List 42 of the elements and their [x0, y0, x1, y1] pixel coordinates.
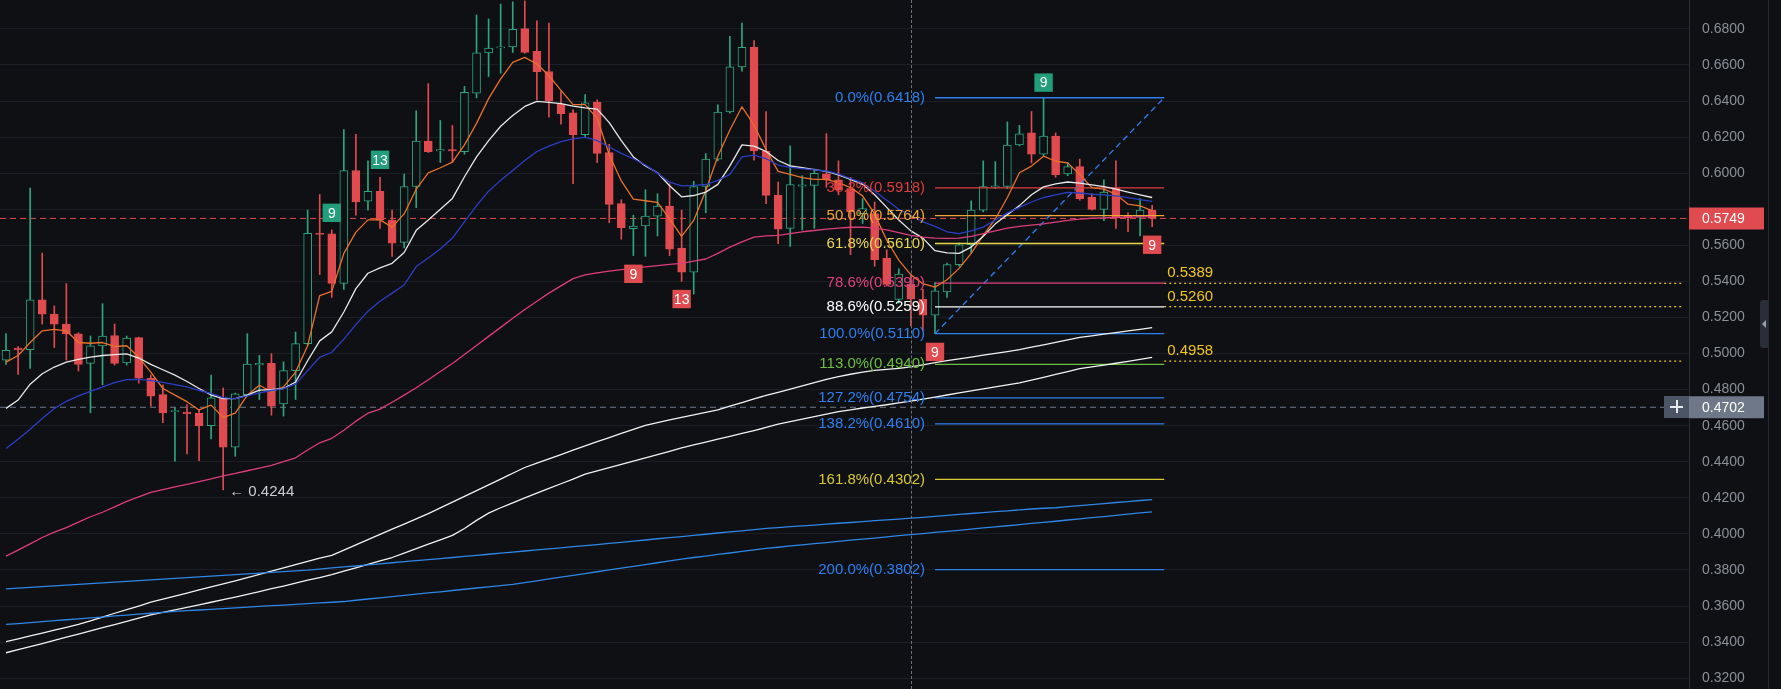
y-tick-label: 0.5600 [1702, 236, 1746, 253]
text: 9 [1148, 236, 1157, 253]
y-tick-label: 0.4400 [1702, 452, 1746, 469]
y-tick-label: 0.5400 [1702, 272, 1746, 289]
y-tick-label: 0.3800 [1702, 560, 1746, 577]
series-label: 0.5260 [1167, 286, 1214, 304]
series-label: 138.2%(0.4610) [818, 414, 925, 431]
series-label: 0.4958 [1167, 341, 1214, 359]
series-label: 161.8%(0.4302) [818, 469, 925, 487]
series-label: 0.0%(0.6418) [834, 87, 925, 105]
series-label: 100.0%(0.5110) [819, 323, 925, 341]
y-tick-label: 0.4000 [1702, 524, 1746, 541]
series-label: 127.2%(0.4754) [818, 388, 925, 406]
y-tick-label: 0.3600 [1702, 596, 1746, 613]
ref-line-label: 0.4702 [1702, 399, 1746, 416]
series-label: 13 [372, 151, 389, 168]
series-label: 113.0%(0.4940) [819, 354, 925, 372]
candlestick [423, 83, 433, 153]
annotation: ← 0.4244 [229, 482, 295, 500]
candlestick [37, 252, 47, 325]
y-tick-label: 0.6200 [1702, 127, 1746, 144]
candlestick [363, 160, 373, 211]
y-tick-label: 0.6000 [1702, 164, 1746, 181]
series-label: 0.5389 [1167, 263, 1214, 281]
y-tick-label: 0.5000 [1702, 344, 1746, 361]
y-tick-label: 0.5200 [1702, 308, 1746, 325]
ref-line-label: 0.5749 [1702, 210, 1746, 227]
series-label: 9 [1039, 74, 1048, 91]
y-tick-label: 0.3400 [1702, 632, 1746, 649]
y-tick-label: 0.4600 [1702, 416, 1746, 433]
text: 9 [629, 265, 638, 282]
series-label: 200.0%(0.3802) [818, 559, 925, 577]
series-label: 9 [931, 343, 940, 360]
y-tick-label: 0.4200 [1702, 488, 1746, 505]
candlestick [797, 175, 807, 231]
series-label: 13 [673, 290, 690, 307]
y-tick-label: 0.4800 [1702, 380, 1746, 397]
y-tick-label: 0.6800 [1702, 19, 1746, 36]
y-tick-label: 0.3200 [1702, 669, 1746, 686]
y-tick-label: 0.6600 [1702, 55, 1746, 72]
text: 9 [327, 204, 336, 221]
y-tick-label: 0.6400 [1702, 91, 1746, 108]
